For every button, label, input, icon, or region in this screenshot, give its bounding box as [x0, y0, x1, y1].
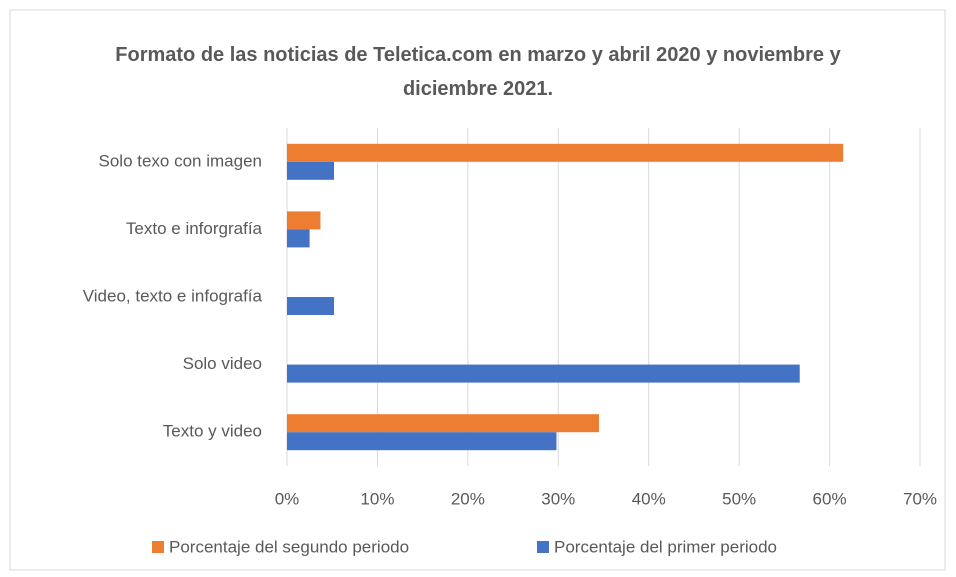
chart-border [9, 9, 946, 571]
x-tick-label: 30% [541, 489, 575, 508]
x-tick-label: 20% [451, 489, 485, 508]
bar [287, 414, 599, 433]
bar [287, 229, 310, 248]
y-tick-label: Video, texto e infografía [83, 286, 263, 305]
x-tick-label: 50% [722, 489, 756, 508]
bar [287, 161, 335, 180]
legend-swatch [152, 541, 164, 553]
legend-swatch [537, 541, 549, 553]
x-tick-label: 0% [275, 489, 300, 508]
x-tick-label: 60% [813, 489, 847, 508]
bar [287, 297, 335, 315]
legend-label: Porcentaje del segundo periodo [169, 537, 409, 556]
bar [287, 364, 800, 383]
legend-label: Porcentaje del primer periodo [554, 537, 777, 556]
x-tick-label: 70% [903, 489, 937, 508]
bar [287, 432, 557, 451]
y-tick-label: Solo texo con imagen [99, 151, 263, 170]
bar [287, 211, 321, 230]
x-tick-label: 40% [632, 489, 666, 508]
bar [287, 143, 844, 162]
y-tick-label: Texto y video [163, 422, 262, 441]
y-tick-label: Solo video [183, 354, 262, 373]
y-tick-label: Texto e inforgrafía [126, 219, 263, 238]
chart-title: Formato de las noticias de Teletica.com … [115, 44, 841, 100]
x-tick-label: 10% [360, 489, 394, 508]
